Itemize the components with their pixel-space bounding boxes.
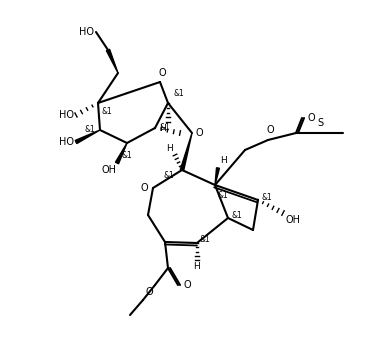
Text: &1: &1 [160,123,171,132]
Text: HO: HO [79,27,94,37]
Polygon shape [75,130,100,144]
Text: O: O [145,287,153,297]
Text: O: O [308,113,316,123]
Text: H: H [220,156,227,165]
Polygon shape [116,143,127,164]
Text: OH: OH [101,165,116,175]
Text: &1: &1 [163,171,174,180]
Polygon shape [106,49,118,73]
Text: OH: OH [285,215,300,225]
Text: H: H [159,124,166,133]
Text: H: H [166,144,173,153]
Text: &1: &1 [200,235,211,244]
Text: &1: &1 [262,193,273,203]
Text: S: S [317,118,323,128]
Text: &1: &1 [218,191,229,200]
Polygon shape [180,133,192,171]
Text: O: O [266,125,274,135]
Text: O: O [140,183,148,193]
Text: &1: &1 [232,212,243,220]
Text: &1: &1 [84,125,95,134]
Text: &1: &1 [102,107,113,116]
Text: &1: &1 [174,89,185,98]
Text: HO: HO [59,110,74,120]
Text: H: H [194,262,200,271]
Text: &1: &1 [121,151,132,160]
Text: O: O [158,68,166,78]
Text: O: O [183,280,190,290]
Text: HO: HO [59,137,74,147]
Text: O: O [195,128,203,138]
Polygon shape [215,168,219,185]
